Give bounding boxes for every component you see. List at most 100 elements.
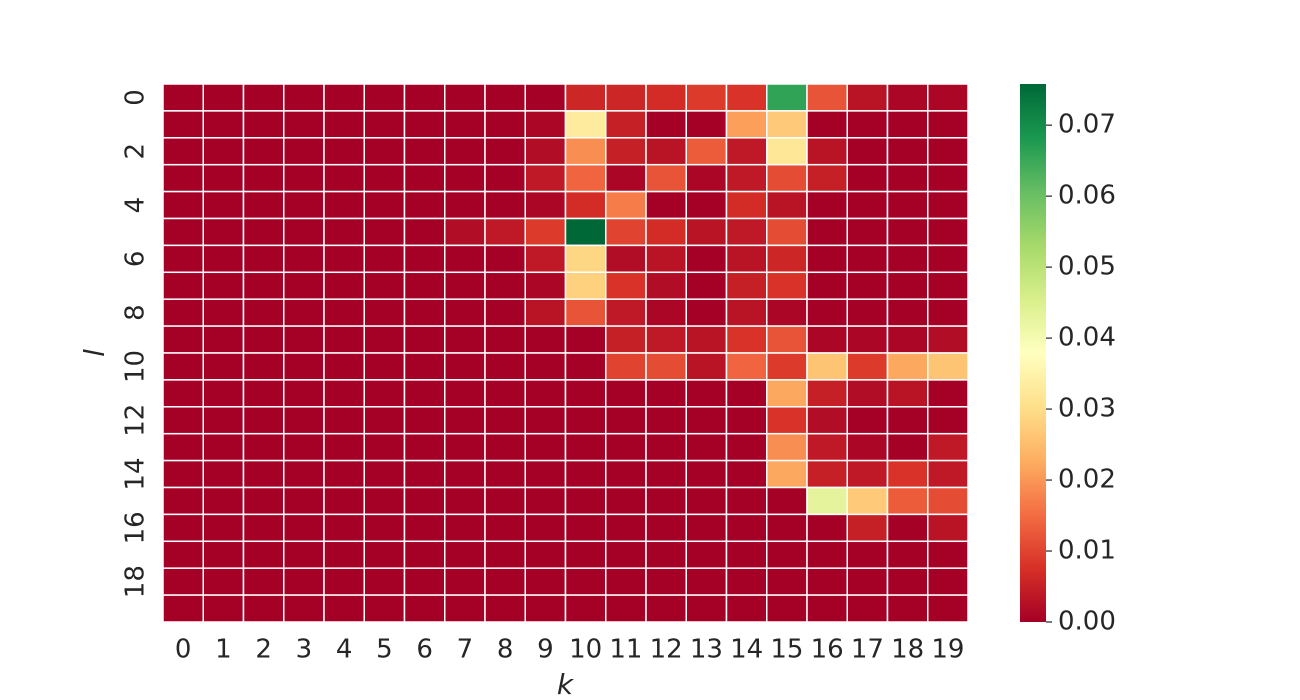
heatmap-cell bbox=[725, 594, 768, 623]
heatmap-cell bbox=[162, 352, 204, 381]
heatmap-cell bbox=[806, 432, 848, 462]
heatmap-cell bbox=[645, 325, 687, 354]
heatmap-cell bbox=[806, 594, 848, 623]
heatmap-cell bbox=[323, 244, 365, 274]
heatmap-cell bbox=[444, 406, 486, 435]
heatmap-cell bbox=[524, 110, 567, 139]
heatmap-cell bbox=[202, 486, 245, 516]
heatmap-cell bbox=[283, 567, 325, 596]
heatmap-cell bbox=[685, 406, 728, 435]
heatmap-cell bbox=[927, 513, 969, 543]
heatmap-cell bbox=[403, 594, 446, 623]
heatmap-cell bbox=[403, 298, 446, 327]
heatmap-cell bbox=[645, 190, 687, 220]
y-tick-label: 6 bbox=[121, 251, 151, 268]
heatmap-cell bbox=[162, 298, 204, 327]
heatmap-cell bbox=[323, 540, 365, 569]
heatmap-cell bbox=[886, 486, 929, 516]
heatmap-cell bbox=[484, 406, 526, 435]
heatmap-cell bbox=[444, 244, 486, 274]
heatmap-cell bbox=[242, 190, 285, 220]
heatmap-cell bbox=[403, 432, 446, 462]
heatmap-cell bbox=[363, 83, 406, 112]
heatmap-cell bbox=[162, 190, 204, 220]
heatmap-cell bbox=[444, 83, 486, 112]
heatmap-cell bbox=[564, 486, 607, 516]
heatmap-cell bbox=[605, 244, 647, 274]
heatmap-cell bbox=[846, 432, 889, 462]
heatmap-cell bbox=[725, 244, 768, 274]
heatmap-cell bbox=[927, 190, 969, 220]
heatmap-cell bbox=[766, 432, 808, 462]
heatmap-cell bbox=[806, 163, 848, 193]
heatmap-cell bbox=[846, 406, 889, 435]
heatmap-cell bbox=[806, 244, 848, 274]
heatmap-cell bbox=[363, 567, 406, 596]
heatmap-cell bbox=[645, 352, 687, 381]
heatmap-cell bbox=[725, 513, 768, 543]
heatmap-cell bbox=[283, 190, 325, 220]
heatmap-cell bbox=[766, 325, 808, 354]
heatmap-cell bbox=[725, 567, 768, 596]
heatmap-cell bbox=[202, 298, 245, 327]
heatmap-cell bbox=[242, 540, 285, 569]
heatmap-cell bbox=[886, 406, 929, 435]
heatmap-cell bbox=[202, 513, 245, 543]
heatmap-cell bbox=[605, 513, 647, 543]
heatmap-cell bbox=[403, 379, 446, 408]
heatmap-cell bbox=[484, 352, 526, 381]
y-tick-label: 4 bbox=[121, 197, 151, 214]
heatmap-cell bbox=[363, 217, 406, 247]
heatmap-cell bbox=[363, 432, 406, 462]
heatmap-cell bbox=[524, 217, 567, 247]
heatmap-cell bbox=[283, 406, 325, 435]
heatmap-cell bbox=[886, 325, 929, 354]
heatmap-cell bbox=[162, 217, 204, 247]
heatmap-cell bbox=[403, 486, 446, 516]
heatmap-cell bbox=[484, 163, 526, 193]
heatmap-cell bbox=[886, 163, 929, 193]
heatmap-cell bbox=[202, 110, 245, 139]
heatmap-cell bbox=[564, 83, 607, 112]
heatmap-cell bbox=[766, 540, 808, 569]
heatmap-cell bbox=[564, 459, 607, 489]
heatmap-cell bbox=[685, 325, 728, 354]
heatmap-cell bbox=[685, 244, 728, 274]
heatmap-cell bbox=[444, 459, 486, 489]
x-tick-label: 4 bbox=[336, 635, 353, 665]
x-tick-label: 10 bbox=[569, 635, 602, 665]
heatmap-cell bbox=[846, 244, 889, 274]
heatmap-cell bbox=[444, 567, 486, 596]
heatmap-cell bbox=[886, 567, 929, 596]
heatmap-cell bbox=[806, 217, 848, 247]
heatmap-cell bbox=[846, 190, 889, 220]
heatmap-cell bbox=[725, 271, 768, 300]
heatmap-cell bbox=[403, 244, 446, 274]
heatmap-cell bbox=[242, 352, 285, 381]
heatmap-cell bbox=[403, 352, 446, 381]
heatmap-cell bbox=[564, 513, 607, 543]
heatmap-cell bbox=[927, 459, 969, 489]
heatmap-cell bbox=[846, 594, 889, 623]
heatmap-cell bbox=[645, 567, 687, 596]
heatmap-cell bbox=[927, 379, 969, 408]
heatmap-cell bbox=[323, 217, 365, 247]
heatmap-cell bbox=[242, 244, 285, 274]
colorbar-tick-label: 0.07 bbox=[1058, 110, 1116, 140]
heatmap-cell bbox=[886, 110, 929, 139]
heatmap-cell bbox=[283, 110, 325, 139]
heatmap-cell bbox=[766, 83, 808, 112]
heatmap-cell bbox=[806, 137, 848, 166]
heatmap-cell bbox=[202, 325, 245, 354]
heatmap-cell bbox=[403, 325, 446, 354]
heatmap-cell bbox=[403, 217, 446, 247]
x-tick-label: 17 bbox=[851, 635, 884, 665]
heatmap-cell bbox=[645, 137, 687, 166]
heatmap-cell bbox=[484, 567, 526, 596]
heatmap-cell bbox=[444, 352, 486, 381]
heatmap-cell bbox=[564, 352, 607, 381]
heatmap-cell bbox=[524, 459, 567, 489]
heatmap-cell bbox=[846, 513, 889, 543]
heatmap-cell bbox=[645, 298, 687, 327]
heatmap-cell bbox=[927, 298, 969, 327]
